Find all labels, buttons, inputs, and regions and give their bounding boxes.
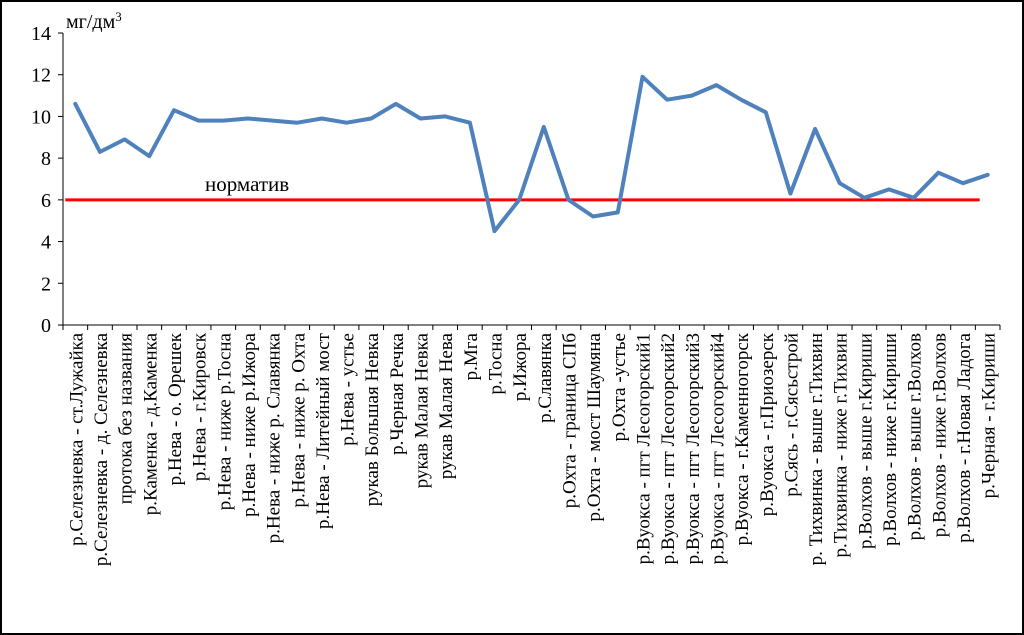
data-point (739, 98, 743, 102)
y-tick-label: 2 (41, 273, 51, 295)
data-point (764, 110, 768, 114)
data-point (788, 192, 792, 196)
data-point (838, 181, 842, 185)
data-point (714, 83, 718, 87)
x-category-label: р.Нева - ниже р.Ижора (239, 332, 260, 516)
x-category-label: р.Нева - о. Орешек (165, 332, 186, 485)
y-axis: 0 2 4 6 8 10 12 14 (31, 23, 64, 337)
data-point (345, 121, 349, 125)
x-category-label: р.Вуокса - г.Каменногорск (732, 332, 753, 545)
reference-line-label: норматив (205, 172, 289, 196)
x-category-label: р.Вуокса - пгт Лесогорский3 (683, 333, 704, 564)
y-tick-label: 14 (31, 23, 51, 45)
y-tick-label: 12 (31, 65, 51, 87)
x-category-label: р.Волхов - выше г.Кириши (855, 333, 876, 549)
x-category-label: р.Охта - мост Шаумяна (584, 332, 605, 521)
data-point (221, 119, 225, 123)
data-point (369, 117, 373, 121)
x-category-label: р.Черная - г.Кириши (979, 333, 1000, 498)
data-point (468, 121, 472, 125)
x-category-label: р.Сясь - г.Сясьстрой (781, 333, 802, 497)
x-category-label: р. Тихвинка - выше г.Тихвин (806, 333, 827, 565)
data-point (517, 198, 521, 202)
data-point (961, 181, 965, 185)
x-category-label: р.Нева - ниже р. Славянка (264, 332, 285, 543)
data-point (73, 102, 77, 106)
series-group (73, 74, 990, 234)
data-point (936, 171, 940, 175)
y-tick-label: 4 (41, 232, 51, 254)
x-category-label: р.Вуокса - г.Приозерск (757, 332, 778, 516)
data-point (147, 154, 151, 158)
data-point (493, 229, 497, 233)
x-category-label: р.Нева - г.Кировск (190, 332, 211, 481)
x-category-label: рукав Малая Невка (412, 332, 433, 488)
reference-line-group: норматив (65, 172, 980, 202)
data-point (295, 121, 299, 125)
series-line (73, 74, 990, 234)
x-category-label: р.Нева - устье (338, 333, 359, 446)
x-category-label: р.Тосна (486, 332, 507, 394)
data-point (320, 117, 324, 121)
data-point (172, 108, 176, 112)
data-point (419, 117, 423, 121)
data-point (566, 198, 570, 202)
x-category-label: протока без названия (116, 333, 137, 505)
data-point (813, 127, 817, 131)
y-tick-label: 8 (41, 148, 51, 170)
x-category-label: р.Славянка (535, 332, 556, 422)
x-category-label: р.Охта - граница СПб (559, 333, 580, 508)
data-point (616, 210, 620, 214)
x-category-label: р.Черная Речка (387, 332, 408, 454)
y-tick-label: 0 (41, 315, 51, 337)
data-point (98, 150, 102, 154)
x-category-label: рукав Малая Нева (436, 332, 457, 479)
data-point (912, 196, 916, 200)
data-point (542, 125, 546, 129)
data-point (197, 119, 201, 123)
x-category-label: р.Тихвинка - ниже г.Тихвин (831, 333, 852, 557)
x-category-label: р.Ижора (510, 332, 531, 401)
data-point (986, 173, 990, 177)
x-category-label: р.Волхов - г.Новая Ладога (954, 332, 975, 542)
data-point (394, 102, 398, 106)
data-point (443, 114, 447, 118)
x-category-label: р.Волхов - выше г.Волхов (905, 333, 926, 540)
x-category-label: р.Вуокса - пгт Лесогорский2 (658, 333, 679, 564)
x-category-label: р.Нева - Литейный мост (313, 332, 334, 529)
y-tick-label: 6 (41, 190, 51, 212)
x-category-label: р.Селезневка - ст.Лужайка (66, 332, 87, 545)
x-category-label: р.Волхов - ниже г.Волхов (929, 333, 950, 537)
x-category-label: р.Мга (461, 332, 482, 380)
x-category-label: р.Волхов - ниже г.Кириши (880, 333, 901, 546)
x-category-label: р.Охта -устье (609, 333, 630, 441)
data-point (246, 117, 250, 121)
x-category-label: рукав Большая Невка (362, 332, 383, 506)
y-unit-label: мг/дм3 (66, 9, 122, 34)
x-category-label: р.Каменка - д.Каменка (140, 332, 161, 515)
data-point (591, 215, 595, 219)
y-tick-label: 10 (31, 106, 51, 128)
x-axis: р.Селезневка - ст.Лужайка р.Селезневка - … (62, 324, 1001, 566)
data-point (887, 187, 891, 191)
x-category-label: р.Нева - ниже р. Охта (288, 332, 309, 507)
data-point (123, 137, 127, 141)
data-point (862, 196, 866, 200)
x-category-label: р.Селезневка - д. Селезневка (91, 332, 112, 566)
x-category-label: р.Вуокса - пгт Лесогорский4 (707, 333, 728, 565)
data-point (690, 94, 694, 98)
data-point (665, 98, 669, 102)
x-category-label: р.Нева - ниже р.Тосна (214, 332, 235, 510)
data-point (640, 75, 644, 79)
x-category-label: р.Вуокса - пгт Лесогорский1 (633, 333, 654, 564)
data-point (271, 119, 275, 123)
